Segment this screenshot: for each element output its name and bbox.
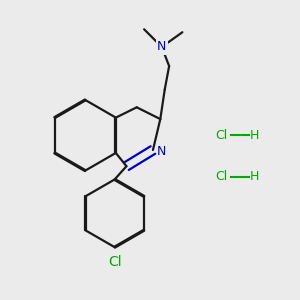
Text: Cl: Cl bbox=[215, 170, 227, 183]
Text: N: N bbox=[157, 145, 166, 158]
Text: H: H bbox=[250, 170, 260, 183]
Text: N: N bbox=[157, 40, 167, 53]
Text: H: H bbox=[250, 129, 260, 142]
Text: Cl: Cl bbox=[108, 254, 122, 268]
Text: Cl: Cl bbox=[215, 129, 227, 142]
